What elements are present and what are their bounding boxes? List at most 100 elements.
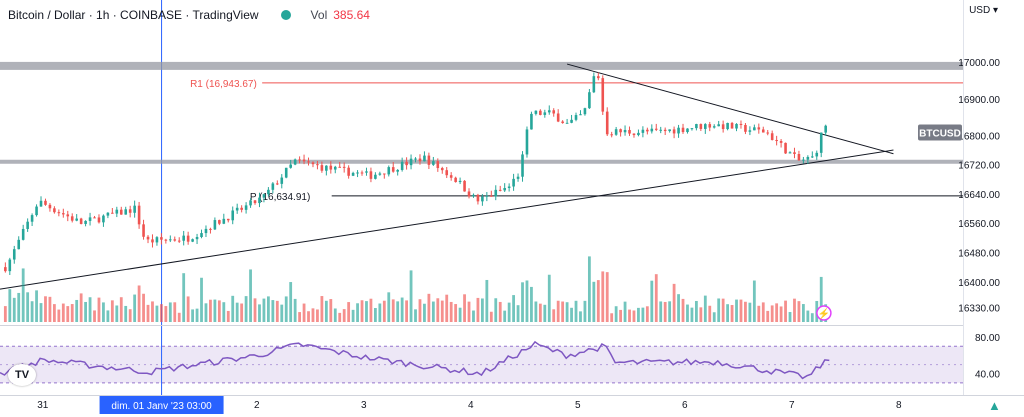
- candle[interactable]: [142, 224, 145, 237]
- candle[interactable]: [191, 239, 194, 242]
- candle[interactable]: [753, 127, 756, 131]
- candle[interactable]: [681, 127, 685, 133]
- candle[interactable]: [271, 183, 275, 190]
- candle[interactable]: [267, 189, 270, 195]
- candle[interactable]: [565, 122, 569, 124]
- candle[interactable]: [57, 212, 61, 214]
- candle[interactable]: [79, 218, 83, 224]
- candle[interactable]: [44, 200, 47, 205]
- candle[interactable]: [423, 155, 426, 162]
- candle[interactable]: [12, 249, 16, 260]
- candle[interactable]: [744, 124, 747, 132]
- candle[interactable]: [26, 221, 29, 229]
- candle[interactable]: [280, 177, 284, 184]
- symbol-title[interactable]: Bitcoin / Dollar · 1h · COINBASE · Tradi…: [8, 8, 259, 22]
- candle[interactable]: [400, 161, 404, 170]
- candle[interactable]: [788, 152, 792, 154]
- candle[interactable]: [454, 177, 457, 183]
- candle[interactable]: [186, 235, 190, 242]
- candle[interactable]: [200, 233, 203, 238]
- candle[interactable]: [561, 121, 564, 124]
- candle[interactable]: [775, 139, 778, 142]
- candle[interactable]: [276, 183, 279, 185]
- rsi-line[interactable]: [0, 340, 830, 380]
- candle[interactable]: [338, 166, 342, 168]
- candle[interactable]: [445, 170, 449, 176]
- candle[interactable]: [476, 194, 480, 202]
- candle[interactable]: [21, 228, 25, 240]
- candle[interactable]: [543, 112, 547, 115]
- candle[interactable]: [641, 129, 645, 133]
- candle[interactable]: [605, 111, 609, 135]
- candle[interactable]: [748, 130, 752, 132]
- candle[interactable]: [387, 167, 391, 175]
- event-lightning-icon[interactable]: [816, 305, 832, 321]
- candle[interactable]: [797, 154, 801, 161]
- candle[interactable]: [378, 173, 382, 175]
- candle[interactable]: [160, 237, 163, 240]
- candle[interactable]: [556, 113, 560, 122]
- candle[interactable]: [588, 92, 591, 109]
- candle[interactable]: [293, 159, 297, 165]
- candle[interactable]: [88, 217, 92, 221]
- candle[interactable]: [347, 167, 350, 176]
- candle[interactable]: [374, 174, 377, 179]
- candle[interactable]: [601, 78, 605, 112]
- candle[interactable]: [730, 122, 734, 129]
- candle[interactable]: [534, 110, 538, 114]
- candle[interactable]: [93, 217, 96, 219]
- tradingview-logo-icon[interactable]: TV: [8, 364, 36, 386]
- candle[interactable]: [97, 217, 101, 223]
- candle[interactable]: [66, 214, 70, 217]
- candle[interactable]: [721, 124, 725, 130]
- candle[interactable]: [463, 180, 466, 192]
- candle[interactable]: [802, 159, 805, 161]
- candle[interactable]: [226, 218, 230, 221]
- candle[interactable]: [819, 132, 823, 153]
- candle[interactable]: [365, 171, 368, 173]
- candle[interactable]: [369, 171, 373, 179]
- candle[interactable]: [704, 124, 707, 129]
- candle[interactable]: [333, 166, 337, 170]
- candle[interactable]: [708, 124, 712, 128]
- candle[interactable]: [494, 189, 498, 197]
- candle[interactable]: [137, 205, 141, 225]
- candle[interactable]: [249, 200, 252, 206]
- candle[interactable]: [623, 129, 627, 133]
- candle[interactable]: [383, 173, 386, 175]
- trendline[interactable]: [0, 149, 894, 290]
- candle[interactable]: [164, 239, 168, 241]
- candle[interactable]: [432, 161, 435, 165]
- candle[interactable]: [84, 220, 87, 224]
- candle[interactable]: [102, 215, 105, 223]
- candle[interactable]: [146, 236, 150, 240]
- candle[interactable]: [440, 168, 444, 171]
- candle[interactable]: [597, 76, 600, 79]
- candle[interactable]: [35, 206, 38, 216]
- candle[interactable]: [75, 218, 78, 221]
- candle[interactable]: [521, 154, 524, 177]
- candle[interactable]: [213, 220, 217, 230]
- candle[interactable]: [8, 259, 12, 272]
- candle[interactable]: [169, 239, 172, 241]
- candle[interactable]: [218, 220, 221, 224]
- candle[interactable]: [253, 200, 257, 204]
- candle[interactable]: [458, 180, 462, 183]
- candle[interactable]: [583, 108, 587, 115]
- candle[interactable]: [53, 208, 56, 213]
- settings-tree-icon[interactable]: ▲: [988, 398, 1001, 413]
- candle[interactable]: [717, 124, 720, 127]
- candle[interactable]: [784, 142, 787, 154]
- candle[interactable]: [436, 161, 440, 169]
- pane-divider[interactable]: [0, 325, 963, 326]
- candle[interactable]: [258, 197, 261, 204]
- candle[interactable]: [17, 239, 21, 250]
- candle[interactable]: [481, 196, 484, 202]
- candle[interactable]: [646, 129, 649, 132]
- candle[interactable]: [48, 204, 52, 209]
- candle[interactable]: [574, 115, 578, 120]
- candle[interactable]: [111, 212, 114, 214]
- candle[interactable]: [405, 161, 408, 166]
- candle[interactable]: [739, 123, 743, 125]
